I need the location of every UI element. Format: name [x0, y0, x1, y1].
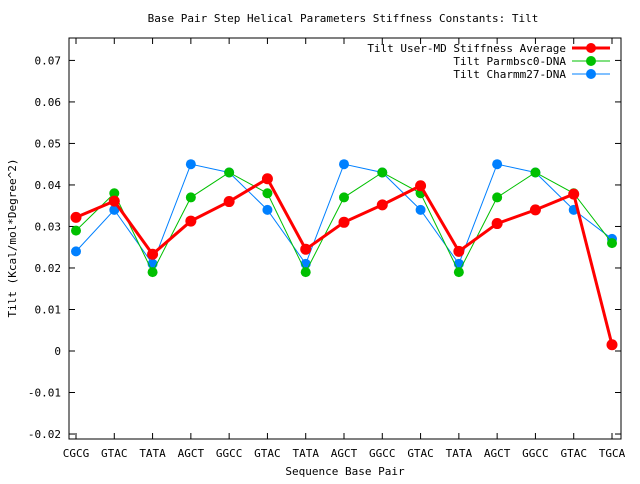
- data-point: [185, 192, 196, 203]
- data-point: [492, 192, 503, 203]
- data-point: [185, 159, 196, 170]
- data-point: [568, 188, 580, 200]
- data-point: [262, 204, 273, 215]
- x-tick-label: CGCG: [63, 447, 90, 460]
- legend-label: Tilt Charmm27-DNA: [453, 68, 566, 81]
- x-tick-label: GTAC: [254, 447, 281, 460]
- data-point: [71, 225, 81, 236]
- data-point: [491, 218, 503, 230]
- x-tick-label: GGCC: [216, 447, 243, 460]
- data-point: [224, 167, 235, 178]
- x-tick-label: GGCC: [369, 447, 396, 460]
- series-0: [70, 173, 618, 351]
- data-point: [492, 159, 503, 170]
- chart-title: Base Pair Step Helical Parameters Stiffn…: [148, 12, 539, 25]
- x-tick-label: TATA: [446, 447, 473, 460]
- legend-label: Tilt User-MD Stiffness Average: [367, 42, 566, 55]
- data-point: [415, 204, 426, 215]
- data-point: [339, 192, 349, 203]
- y-tick-label: -0.01: [28, 387, 61, 400]
- data-point: [108, 195, 120, 207]
- data-point: [607, 238, 617, 249]
- data-point: [70, 211, 82, 223]
- y-axis-label: Tilt (Kcal/mol*Degree^2): [6, 159, 19, 318]
- legend-marker: [586, 43, 596, 53]
- y-tick-label: 0.03: [35, 220, 62, 233]
- y-tick-label: 0.07: [35, 54, 62, 67]
- data-point: [261, 173, 273, 185]
- y-tick-label: -0.02: [28, 428, 61, 441]
- data-point: [453, 267, 464, 278]
- data-point: [453, 245, 465, 257]
- plot-frame: [68, 37, 622, 440]
- data-point: [376, 199, 388, 211]
- x-tick-label: AGCT: [484, 447, 511, 460]
- x-tick-label: GTAC: [407, 447, 434, 460]
- y-tick-label: 0.05: [35, 137, 62, 150]
- data-point: [529, 204, 541, 216]
- series-1: [71, 167, 617, 278]
- x-tick-label: AGCT: [178, 447, 205, 460]
- data-point: [415, 180, 427, 192]
- series-group: [70, 159, 618, 351]
- legend-marker: [586, 56, 596, 66]
- data-point: [185, 215, 197, 227]
- data-point: [606, 339, 618, 351]
- data-point: [147, 267, 158, 278]
- x-tick-label: AGCT: [331, 447, 358, 460]
- data-point: [339, 159, 349, 170]
- data-point: [377, 167, 388, 178]
- x-tick-label: TATA: [292, 447, 319, 460]
- data-point: [109, 188, 120, 199]
- data-point: [300, 243, 312, 255]
- y-tick-label: 0.01: [35, 303, 62, 316]
- y-tick-label: 0.04: [35, 179, 62, 192]
- y-axis: -0.02 -0.01 0 0.01 0.02 0.03 0.04 0.05 0.06 0.07: [28, 54, 621, 441]
- x-tick-label: GTAC: [560, 447, 587, 460]
- legend-label: Tilt Parmbsc0-DNA: [453, 55, 566, 68]
- x-axis-label: Sequence Base Pair: [285, 465, 405, 478]
- y-tick-label: 0.02: [35, 262, 62, 275]
- series-line: [75, 163, 613, 265]
- x-tick-label: TATA: [139, 447, 166, 460]
- y-tick-label: 0: [54, 345, 61, 358]
- data-point: [262, 188, 273, 199]
- data-point: [338, 216, 350, 228]
- legend-marker: [586, 69, 596, 79]
- x-axis: CGCG GTAC TATA AGCT GGCC GTAC TATA AGCT GGCC GTAC…: [63, 38, 626, 460]
- x-tick-label: GGCC: [522, 447, 549, 460]
- data-point: [223, 196, 235, 208]
- x-tick-label: TGCA: [599, 447, 626, 460]
- data-point: [530, 167, 541, 178]
- y-tick-label: 0.06: [35, 96, 62, 109]
- x-tick-label: GTAC: [101, 447, 128, 460]
- data-point: [147, 248, 159, 260]
- data-point: [300, 267, 311, 278]
- data-point: [109, 204, 120, 215]
- data-point: [71, 246, 81, 257]
